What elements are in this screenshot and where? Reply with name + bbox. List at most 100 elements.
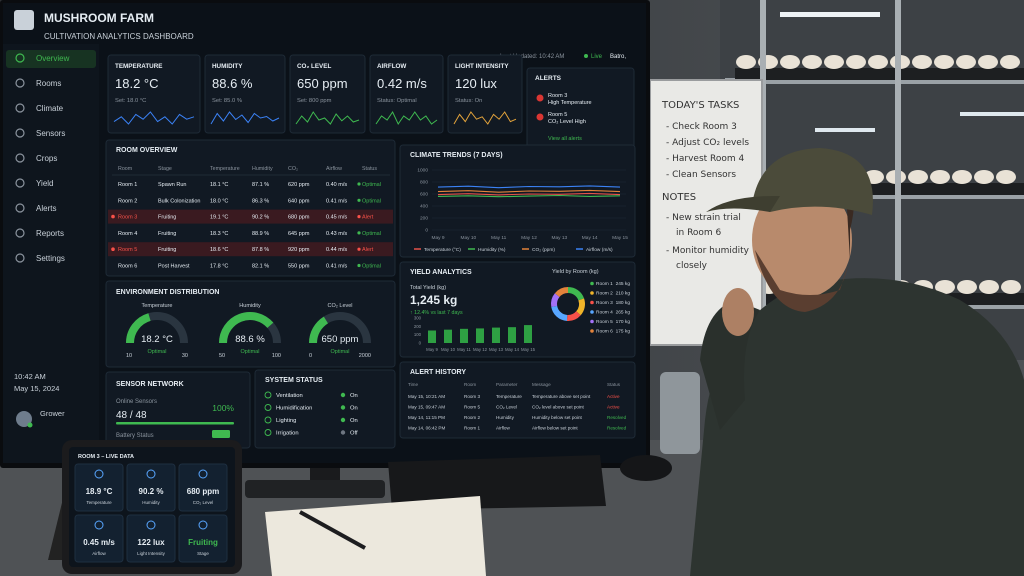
panel-title: ROOM OVERVIEW — [116, 147, 178, 154]
state-dot — [340, 405, 346, 410]
tile-value: 90.2 % — [139, 487, 164, 496]
tile-icon — [94, 520, 104, 530]
nav-icon — [15, 178, 25, 188]
state-dot — [340, 392, 346, 398]
room-cell: Optimal — [362, 264, 381, 270]
mushroom — [824, 55, 844, 69]
nav-icon — [15, 128, 25, 138]
system-state: Off — [350, 431, 358, 437]
x-tick-label: May 15 — [521, 347, 536, 352]
nav-icon — [15, 203, 25, 213]
room-cell: 0.45 m/s — [326, 215, 347, 221]
nav-item[interactable]: Alerts — [36, 204, 56, 213]
alert-cell: May 15, 09:47 AM — [408, 405, 445, 410]
legend-value: 265 kg — [616, 310, 631, 316]
alert-cell: Temperature — [496, 394, 522, 399]
y-tick-label: 100 — [414, 332, 422, 337]
nav-icon — [15, 153, 25, 163]
mushroom — [912, 55, 932, 69]
card-sub: Set: 18.0 °C — [115, 98, 146, 104]
yield-bar — [492, 327, 500, 343]
tile-icon — [146, 469, 156, 479]
notes-title: NOTES — [662, 192, 696, 203]
tile-icon — [198, 520, 208, 530]
room-cell: 645 ppm — [288, 231, 310, 237]
panel — [204, 54, 286, 134]
legend-label: Room 3 — [596, 300, 613, 306]
notebook — [265, 496, 486, 576]
nav-item[interactable]: Overview — [36, 54, 70, 63]
room-cell: Optimal — [362, 231, 381, 237]
alert-cell: Airflow below set point — [532, 426, 578, 431]
x-tick-label: May 10 — [441, 347, 456, 352]
monitor-base — [245, 480, 385, 498]
panel — [105, 139, 396, 277]
nav-icon — [15, 53, 25, 63]
alert-cell: Humidity below set point — [532, 415, 583, 420]
battery-icon — [212, 430, 230, 438]
cap-brim — [706, 195, 780, 212]
online-label: Online Sensors — [116, 399, 157, 405]
panel — [105, 280, 396, 368]
status-icon — [264, 429, 272, 436]
donut-segment — [551, 305, 568, 321]
room-cell: Fruiting — [158, 247, 176, 253]
percent: 100% — [212, 403, 234, 413]
yield-bar — [524, 325, 532, 343]
column-header: CO₂ — [288, 166, 298, 172]
y-tick-label: 1000 — [417, 168, 428, 174]
trend-line — [437, 185, 621, 189]
alert-cell: Active — [607, 394, 620, 399]
room-cell: 620 ppm — [288, 182, 310, 188]
room-cell: 0.43 m/s — [326, 231, 347, 237]
gauge-value — [309, 316, 329, 344]
mushroom — [974, 170, 994, 184]
nav-item[interactable]: Sensors — [36, 129, 65, 138]
mushroom — [979, 280, 999, 294]
x-tick-label: May 12 — [521, 235, 537, 241]
panel-title: SYSTEM STATUS — [265, 377, 323, 384]
room-cell: Room 2 — [118, 198, 137, 204]
nav-item[interactable]: Crops — [36, 154, 57, 163]
y-tick-label: 0 — [425, 228, 428, 234]
tile-icon — [198, 469, 208, 479]
card-label: TEMPERATURE — [115, 63, 162, 70]
legend-value: 175 kg — [616, 329, 631, 335]
x-tick-label: May 10 — [460, 235, 476, 241]
total-value: 1,245 kg — [410, 293, 457, 307]
card-label: HUMIDITY — [212, 63, 243, 70]
nav-item[interactable]: Rooms — [36, 79, 61, 88]
room-cell: 18.3 °C — [210, 231, 228, 237]
mushroom — [935, 280, 955, 294]
nav-item[interactable]: Yield — [36, 179, 54, 188]
system-name: Lighting — [276, 418, 296, 424]
card-value: 120 lux — [455, 76, 497, 91]
tile-label: Stage — [197, 551, 209, 556]
alert-cell: Humidity — [496, 415, 515, 420]
room-cell: Room 4 — [118, 231, 137, 237]
battery-label: Battery Status — [116, 433, 154, 439]
room-cell: 18.1 °C — [210, 182, 228, 188]
donut-segment — [576, 298, 585, 316]
trend-line — [437, 194, 621, 198]
tile-value: 122 lux — [137, 538, 165, 547]
legend-dot — [590, 329, 594, 333]
mushroom — [1000, 55, 1020, 69]
note: closely — [676, 261, 708, 271]
alert-cell: May 15, 10:21 AM — [408, 394, 445, 399]
panel — [254, 369, 396, 449]
nav-item[interactable]: Reports — [36, 229, 64, 238]
ceiling-light — [960, 112, 1024, 116]
alert-cell: Resolved — [607, 426, 627, 431]
row-highlight — [108, 242, 393, 257]
nav-item[interactable]: Settings — [36, 254, 65, 263]
alert-cell: Temperature above set point — [532, 394, 591, 399]
nav-item[interactable]: Climate — [36, 104, 64, 113]
legend-value: 180 kg — [616, 300, 631, 306]
gauge-value-label: 650 ppm — [322, 334, 359, 345]
room-cell: Optimal — [362, 182, 381, 188]
mushroom — [736, 55, 756, 69]
mouse — [620, 455, 672, 481]
alerts-link[interactable]: View all alerts — [548, 136, 582, 142]
room-cell: 18.6 °C — [210, 247, 228, 253]
